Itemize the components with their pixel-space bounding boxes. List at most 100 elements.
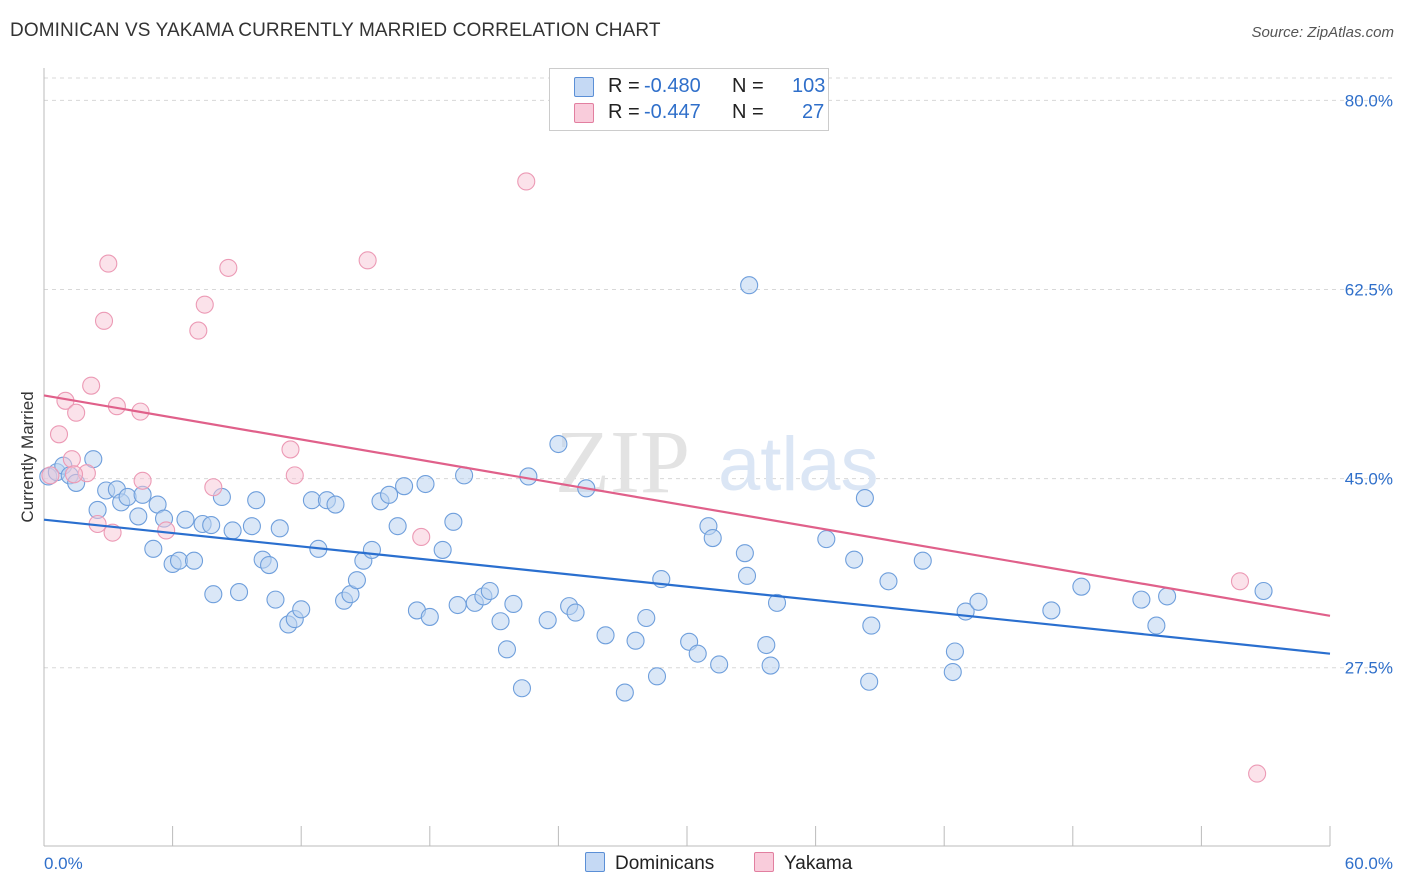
trend-lines xyxy=(43,394,1331,655)
data-point-dominicans xyxy=(566,603,585,622)
data-point-dominicans xyxy=(292,600,311,619)
watermark: ZIP atlas xyxy=(555,413,879,512)
data-point-dominicans xyxy=(416,474,435,494)
data-point-dominicans xyxy=(512,679,532,698)
data-point-dominicans xyxy=(845,550,864,569)
data-point-dominicans xyxy=(326,495,345,514)
data-point-dominicans xyxy=(270,519,289,538)
data-point-dominicans xyxy=(144,539,163,558)
bottom-legend-dominicans: Dominicans xyxy=(585,852,714,875)
legend-n-label: N = xyxy=(732,75,764,97)
x-tick-label: 60.0% xyxy=(1345,854,1393,873)
data-point-dominicans xyxy=(943,662,962,682)
data-point-dominicans xyxy=(362,540,381,559)
data-point-dominicans xyxy=(204,585,223,604)
legend-r-label: R = xyxy=(608,101,640,123)
chart-title: DOMINICAN VS YAKAMA CURRENTLY MARRIED CO… xyxy=(10,20,661,41)
legend-n-value: 103 xyxy=(792,75,826,97)
data-point-dominicans xyxy=(347,571,366,590)
data-point-yakama xyxy=(195,295,214,314)
bottom-legend-swatch-yakama xyxy=(754,852,774,872)
y-tick-label: 45.0% xyxy=(1345,470,1393,489)
legend-n-value: 27 xyxy=(802,101,825,123)
data-point-yakama xyxy=(281,440,300,459)
data-point-dominicans xyxy=(647,667,667,686)
data-point-yakama xyxy=(67,403,86,422)
data-point-dominicans xyxy=(740,276,759,295)
y-tick-label: 80.0% xyxy=(1345,91,1393,110)
data-point-dominicans xyxy=(497,640,517,659)
data-point-dominicans xyxy=(176,510,195,529)
data-point-yakama xyxy=(157,521,176,540)
data-point-yakama xyxy=(82,376,101,395)
data-point-dominicans xyxy=(1072,577,1091,596)
data-point-yakama xyxy=(219,258,238,277)
legend-swatch-dominicans xyxy=(574,77,594,97)
bottom-legend-label-dominicans: Dominicans xyxy=(615,853,715,874)
data-point-dominicans xyxy=(202,516,221,535)
data-point-dominicans xyxy=(388,517,407,536)
watermark-atlas: atlas xyxy=(718,422,879,507)
data-point-dominicans xyxy=(538,611,557,630)
data-point-dominicans xyxy=(491,612,510,631)
data-point-yakama xyxy=(62,450,81,469)
data-point-dominicans xyxy=(266,590,285,609)
data-point-dominicans xyxy=(761,656,780,675)
data-point-dominicans xyxy=(1042,601,1061,620)
data-point-dominicans xyxy=(169,551,189,570)
data-point-dominicans xyxy=(129,507,148,526)
data-point-yakama xyxy=(1230,572,1250,591)
data-point-dominicans xyxy=(420,607,439,626)
axes xyxy=(43,68,1331,847)
data-point-yakama xyxy=(358,251,377,270)
data-point-dominicans xyxy=(767,593,787,612)
data-point-dominicans xyxy=(860,672,879,691)
legend-r-value: -0.447 xyxy=(644,101,701,123)
data-point-dominicans xyxy=(626,631,645,650)
data-point-dominicans xyxy=(703,528,722,548)
data-point-dominicans xyxy=(879,572,898,591)
data-point-yakama xyxy=(103,523,122,542)
data-point-dominicans xyxy=(969,592,988,611)
data-point-dominicans xyxy=(448,595,467,615)
data-point-dominicans xyxy=(118,487,137,507)
bottom-legend-swatch-dominicans xyxy=(585,852,605,872)
data-point-dominicans xyxy=(817,530,836,549)
data-point-dominicans xyxy=(637,608,656,628)
data-point-dominicans xyxy=(757,635,776,655)
series-yakama xyxy=(41,172,1267,783)
data-point-dominicans xyxy=(380,485,399,504)
y-tick-label: 62.5% xyxy=(1345,281,1393,300)
data-point-dominicans xyxy=(1147,616,1166,635)
data-point-yakama xyxy=(1248,764,1267,783)
data-point-dominicans xyxy=(229,583,249,602)
data-point-dominicans xyxy=(735,544,754,563)
data-point-dominicans xyxy=(855,489,874,508)
data-point-yakama xyxy=(412,527,431,547)
data-point-dominicans xyxy=(596,626,615,645)
data-point-dominicans xyxy=(433,540,452,559)
bottom-legend-label-yakama: Yakama xyxy=(784,853,853,874)
data-point-dominicans xyxy=(549,434,568,454)
legend-r-value: -0.480 xyxy=(644,75,701,97)
data-point-yakama xyxy=(99,254,118,273)
y-tick-label: 27.5% xyxy=(1345,659,1393,678)
data-point-dominicans xyxy=(737,566,757,585)
data-point-dominicans xyxy=(862,616,881,635)
data-point-yakama xyxy=(94,311,114,330)
correlation-legend: R = -0.480 N = 103 R = -0.447 N = 27 xyxy=(549,68,829,131)
data-point-dominicans xyxy=(913,551,932,570)
data-point-yakama xyxy=(133,471,152,490)
legend-n-label: N = xyxy=(732,101,764,123)
data-point-dominicans xyxy=(1158,587,1177,606)
data-point-dominicans xyxy=(710,655,729,674)
data-point-yakama xyxy=(64,465,84,484)
data-point-yakama xyxy=(517,172,536,191)
x-tick-label: 0.0% xyxy=(44,854,83,873)
data-point-dominicans xyxy=(444,512,463,531)
gridlines xyxy=(44,77,1394,669)
source-label: Source: ZipAtlas.com xyxy=(1251,24,1394,41)
data-point-dominicans xyxy=(302,491,321,510)
bottom-legend-yakama: Yakama xyxy=(754,852,852,875)
